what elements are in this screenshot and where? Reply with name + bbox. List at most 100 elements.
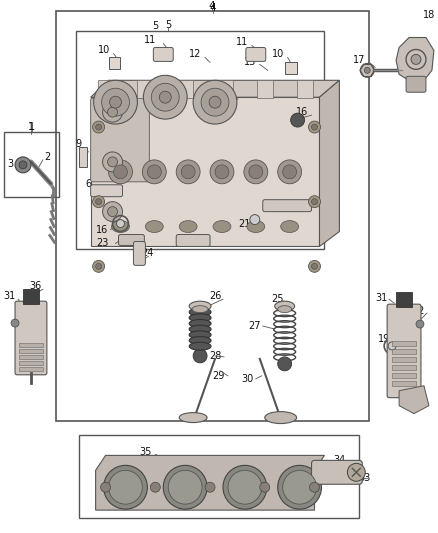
Circle shape <box>193 80 237 124</box>
Text: 19: 19 <box>378 334 390 344</box>
Circle shape <box>102 88 130 116</box>
Bar <box>19 361 43 365</box>
FancyBboxPatch shape <box>387 304 421 398</box>
Text: 2: 2 <box>45 152 51 162</box>
FancyBboxPatch shape <box>246 47 266 61</box>
Bar <box>217 80 233 98</box>
Circle shape <box>15 157 31 173</box>
Circle shape <box>360 63 374 77</box>
Text: 5: 5 <box>165 20 171 29</box>
Text: 1: 1 <box>29 122 35 132</box>
Text: 32: 32 <box>413 306 425 316</box>
Circle shape <box>103 465 147 509</box>
Text: 11: 11 <box>144 36 156 45</box>
Text: 23: 23 <box>96 238 109 248</box>
FancyBboxPatch shape <box>15 301 47 375</box>
Circle shape <box>201 88 229 116</box>
Circle shape <box>278 357 292 371</box>
Bar <box>392 381 416 386</box>
FancyBboxPatch shape <box>153 47 173 61</box>
Ellipse shape <box>265 411 297 424</box>
Text: 8: 8 <box>150 85 156 95</box>
Bar <box>109 58 120 69</box>
Text: 21: 21 <box>239 219 251 229</box>
Bar <box>19 343 43 347</box>
Circle shape <box>110 96 121 108</box>
Text: 9: 9 <box>76 139 82 149</box>
Bar <box>392 357 416 362</box>
Ellipse shape <box>247 221 265 232</box>
Text: 5: 5 <box>152 21 159 30</box>
Text: 25: 25 <box>272 294 284 304</box>
Text: 20: 20 <box>289 203 301 213</box>
Circle shape <box>210 160 234 184</box>
Ellipse shape <box>112 221 130 232</box>
Circle shape <box>95 199 102 205</box>
Circle shape <box>249 165 263 179</box>
FancyBboxPatch shape <box>176 235 210 246</box>
Bar <box>257 80 273 98</box>
Bar <box>4 132 59 197</box>
Text: 33: 33 <box>358 473 371 483</box>
Circle shape <box>347 463 365 481</box>
Ellipse shape <box>278 305 292 313</box>
Circle shape <box>278 465 321 509</box>
FancyBboxPatch shape <box>91 98 149 182</box>
Circle shape <box>108 107 117 117</box>
Text: 11: 11 <box>236 37 248 47</box>
Ellipse shape <box>189 319 211 327</box>
Text: 14: 14 <box>214 87 226 97</box>
Circle shape <box>308 121 321 133</box>
Circle shape <box>101 482 110 492</box>
Bar <box>19 349 43 353</box>
Circle shape <box>260 482 270 492</box>
Text: 30: 30 <box>242 374 254 384</box>
Ellipse shape <box>145 221 163 232</box>
Ellipse shape <box>213 221 231 232</box>
Circle shape <box>163 465 207 509</box>
Circle shape <box>215 165 229 179</box>
Circle shape <box>102 152 123 172</box>
Polygon shape <box>396 37 434 82</box>
Circle shape <box>278 160 302 184</box>
Text: 15: 15 <box>244 58 256 67</box>
Text: 1: 1 <box>28 122 34 132</box>
Circle shape <box>283 470 317 504</box>
Circle shape <box>109 160 132 184</box>
Circle shape <box>95 124 102 130</box>
Circle shape <box>193 349 207 363</box>
Circle shape <box>283 165 297 179</box>
Text: 31: 31 <box>3 291 15 301</box>
Text: 16: 16 <box>96 224 109 235</box>
Ellipse shape <box>189 325 211 333</box>
Text: 13: 13 <box>177 87 189 97</box>
Text: 26: 26 <box>209 291 221 301</box>
Circle shape <box>308 261 321 272</box>
Circle shape <box>311 124 318 130</box>
Circle shape <box>388 342 396 350</box>
Ellipse shape <box>189 308 211 316</box>
Circle shape <box>416 320 424 328</box>
Bar <box>98 80 113 98</box>
Circle shape <box>102 201 123 222</box>
Bar <box>138 80 153 98</box>
Circle shape <box>176 160 200 184</box>
Ellipse shape <box>275 301 295 311</box>
Circle shape <box>147 165 161 179</box>
Circle shape <box>95 263 102 269</box>
Circle shape <box>205 482 215 492</box>
Circle shape <box>93 196 105 208</box>
Bar <box>56 11 369 421</box>
Circle shape <box>143 75 187 119</box>
Circle shape <box>108 157 117 167</box>
Text: 27: 27 <box>249 321 261 331</box>
Circle shape <box>228 470 262 504</box>
Circle shape <box>102 102 123 122</box>
Ellipse shape <box>189 331 211 339</box>
Circle shape <box>364 67 370 74</box>
Circle shape <box>108 207 117 216</box>
Text: 17: 17 <box>353 55 365 66</box>
Text: 34: 34 <box>333 455 346 465</box>
Ellipse shape <box>189 342 211 350</box>
Bar <box>392 373 416 378</box>
